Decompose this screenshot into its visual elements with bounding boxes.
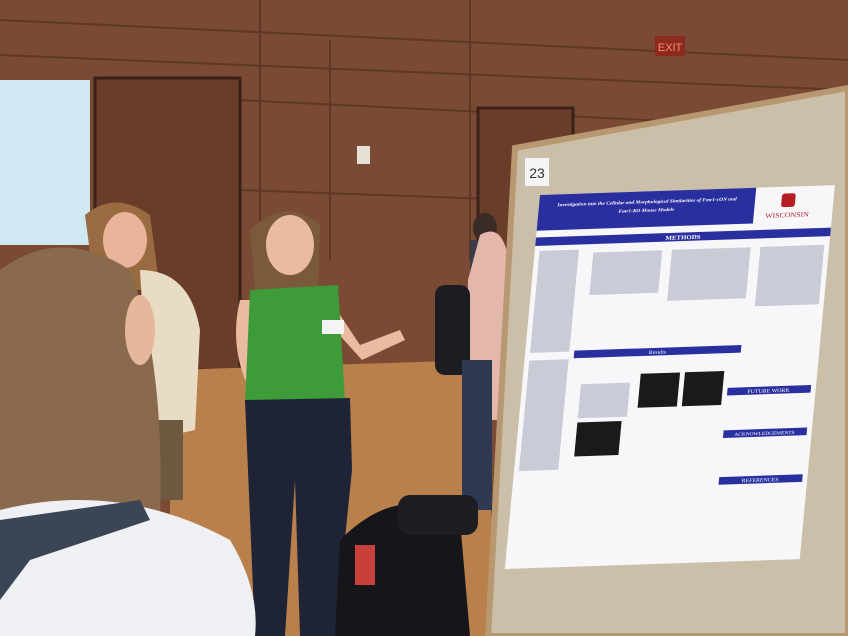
institution: WISCONSIN bbox=[765, 210, 810, 220]
logo bbox=[781, 193, 796, 208]
exit-sign-box bbox=[655, 36, 685, 56]
window bbox=[0, 80, 90, 245]
section-bar bbox=[722, 427, 808, 438]
shape bbox=[754, 244, 825, 307]
shape bbox=[637, 372, 681, 408]
face bbox=[103, 212, 147, 268]
number-card bbox=[525, 158, 549, 186]
section-bar bbox=[718, 474, 803, 485]
shape bbox=[589, 250, 663, 296]
section-heading: FUTURE WORK bbox=[747, 388, 790, 395]
poster-number: 23 bbox=[529, 165, 545, 181]
shape bbox=[0, 19, 848, 61]
face bbox=[125, 295, 155, 365]
section-heading: ACKNOWLEDGEMENTS bbox=[734, 430, 795, 438]
poster: Investigation into the Cellular and Morp… bbox=[504, 185, 835, 570]
exit-sign: EXIT bbox=[658, 42, 683, 54]
shape bbox=[530, 249, 579, 353]
bottle bbox=[355, 545, 375, 585]
backpack-strap bbox=[0, 500, 150, 600]
face bbox=[266, 215, 314, 275]
micrographs bbox=[574, 370, 725, 457]
section-heading: REFERENCES bbox=[741, 477, 778, 484]
arm bbox=[330, 300, 405, 360]
name-tag bbox=[322, 320, 344, 334]
shape bbox=[0, 54, 848, 91]
backpack bbox=[435, 285, 470, 375]
shape bbox=[239, 189, 521, 201]
poster-title: Investigation into the Cellular and Morp… bbox=[556, 197, 737, 209]
section-heading: Results bbox=[648, 350, 666, 356]
shape bbox=[577, 382, 631, 419]
bag bbox=[335, 504, 470, 636]
pants bbox=[245, 398, 352, 636]
text-blocks bbox=[518, 244, 825, 472]
jeans bbox=[462, 360, 492, 510]
section-bar bbox=[573, 344, 742, 359]
shape bbox=[574, 421, 622, 457]
green-top bbox=[245, 285, 345, 405]
light-switch bbox=[357, 146, 370, 164]
poster-title: Fmr1-KO Mouse Models bbox=[618, 207, 674, 214]
hair bbox=[0, 247, 161, 540]
shape bbox=[667, 247, 751, 301]
shape bbox=[681, 370, 725, 407]
title-banner bbox=[536, 187, 757, 231]
section-heading: METHODS bbox=[665, 234, 701, 242]
shape bbox=[518, 359, 569, 472]
jacket bbox=[398, 495, 478, 535]
section-bar bbox=[726, 385, 812, 396]
section-bar bbox=[535, 227, 831, 247]
